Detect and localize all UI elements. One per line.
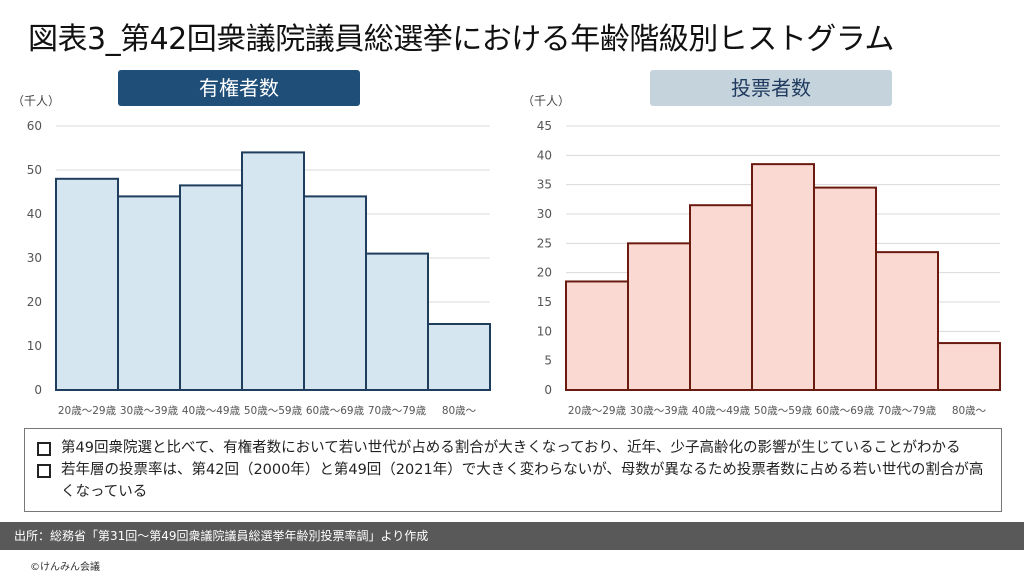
x-tick-label: 80歳～: [442, 405, 477, 417]
source-footer: 出所：総務省「第31回～第49回衆議院議員総選挙年齢別投票率調」より作成: [0, 522, 1024, 550]
notes-box: 第49回衆院選と比べて、有権者数において若い世代が占める割合が大きくなっており、…: [24, 428, 1002, 512]
bar: [55, 177, 119, 391]
note-item: 若年層の投票率は、第42回（2000年）と第49回（2021年）で大きく変わらな…: [37, 459, 989, 503]
y-tick-label: 25: [537, 236, 552, 250]
y-tick-label: 60: [27, 119, 42, 133]
x-tick-label: 20歳～29歳: [568, 405, 627, 417]
square-bullet-icon: [37, 464, 51, 478]
bar: [565, 280, 629, 391]
y-tick-label: 45: [537, 119, 552, 133]
copyright: ©けんみん会議: [30, 562, 100, 573]
x-tick-label: 20歳～29歳: [58, 405, 117, 417]
x-tick-label: 50歳～59歳: [754, 405, 813, 417]
y-tick-label: 5: [544, 354, 552, 368]
x-tick-label: 80歳～: [952, 405, 987, 417]
note-text: 若年層の投票率は、第42回（2000年）と第49回（2021年）で大きく変わらな…: [61, 462, 984, 500]
bar: [751, 163, 815, 391]
bar: [179, 184, 243, 392]
page-title: 図表3_第42回衆議院議員総選挙における年齢階級別ヒストグラム: [28, 22, 894, 57]
bar: [117, 195, 181, 392]
x-tick-label: 30歳～39歳: [630, 405, 689, 417]
x-tick-label: 40歳～49歳: [182, 405, 241, 417]
y-tick-label: 35: [537, 178, 552, 192]
x-tick-label: 40歳～49歳: [692, 405, 751, 417]
bar: [627, 242, 691, 391]
chart-header-voters: 有権者数: [118, 70, 360, 106]
square-bullet-icon: [37, 442, 51, 456]
bar: [689, 204, 753, 391]
y-tick-label: 40: [27, 207, 42, 221]
y-tick-label: 0: [544, 383, 552, 397]
y-axis-label: （千人）: [12, 94, 60, 108]
y-tick-label: 10: [537, 324, 552, 338]
x-tick-label: 60歳～69歳: [816, 405, 875, 417]
bar: [303, 195, 367, 392]
y-tick-label: 0: [34, 383, 42, 397]
x-tick-label: 50歳～59歳: [244, 405, 303, 417]
bar: [427, 323, 491, 391]
x-tick-label: 30歳～39歳: [120, 405, 179, 417]
y-tick-label: 30: [537, 207, 552, 221]
bar: [937, 342, 1001, 392]
chart-voters: （千人） 0 10 20 30 40 50 60 20歳～29歳 30歳～39歳 40歳～49歳 50…: [12, 94, 491, 417]
x-tick-label: 70歳～79歳: [878, 405, 937, 417]
note-item: 第49回衆院選と比べて、有権者数において若い世代が占める割合が大きくなっており、…: [37, 437, 989, 459]
y-tick-label: 15: [537, 295, 552, 309]
bar: [875, 251, 939, 391]
chart-header-turnout: 投票者数: [650, 70, 892, 106]
bar: [365, 252, 429, 391]
note-text: 第49回衆院選と比べて、有権者数において若い世代が占める割合が大きくなっており、…: [61, 440, 961, 456]
y-tick-label: 20: [27, 295, 42, 309]
bar: [241, 151, 305, 392]
y-tick-label: 50: [27, 163, 42, 177]
x-tick-label: 60歳～69歳: [306, 405, 365, 417]
y-axis-label: （千人）: [522, 94, 570, 108]
y-tick-label: 20: [537, 266, 552, 280]
y-tick-label: 40: [537, 148, 552, 162]
y-tick-label: 30: [27, 251, 42, 265]
y-tick-label: 10: [27, 339, 42, 353]
chart-turnout: （千人） 0 5 10 15 20 25 30 35 40 45 20歳～29歳 30歳～39歳 40歳～…: [522, 94, 1001, 417]
x-tick-label: 70歳～79歳: [368, 405, 427, 417]
bar: [813, 186, 877, 391]
